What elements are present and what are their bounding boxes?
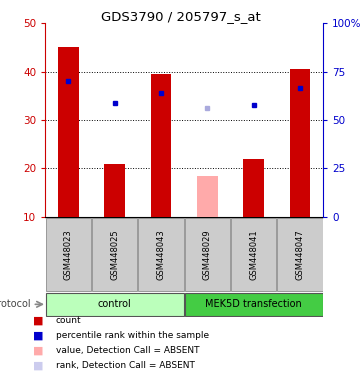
Text: MEK5D transfection: MEK5D transfection [205,299,302,309]
Text: GDS3790 / 205797_s_at: GDS3790 / 205797_s_at [101,10,260,23]
Text: GSM448029: GSM448029 [203,229,212,280]
Bar [290,69,310,217]
Text: GSM448023: GSM448023 [64,229,73,280]
Bar [58,47,79,217]
Bar [138,218,184,291]
Bar [151,74,171,217]
Bar [184,293,323,316]
Text: ■: ■ [32,316,43,326]
Bar [45,218,91,291]
Text: ■: ■ [32,331,43,341]
Text: GSM448025: GSM448025 [110,229,119,280]
Text: count: count [56,316,82,325]
Bar [243,159,264,217]
Text: control: control [98,299,131,309]
Text: protocol: protocol [0,299,31,310]
Bar [45,293,184,316]
Text: ■: ■ [32,361,43,371]
Text: GSM448043: GSM448043 [156,229,165,280]
Bar [92,218,137,291]
Text: percentile rank within the sample: percentile rank within the sample [56,331,209,340]
Bar [184,218,230,291]
Bar [197,176,218,217]
Bar [277,218,323,291]
Bar [231,218,276,291]
Text: value, Detection Call = ABSENT: value, Detection Call = ABSENT [56,346,200,355]
Text: ■: ■ [32,346,43,356]
Bar [104,164,125,217]
Text: rank, Detection Call = ABSENT: rank, Detection Call = ABSENT [56,361,195,370]
Text: GSM448047: GSM448047 [295,229,304,280]
Text: GSM448041: GSM448041 [249,229,258,280]
